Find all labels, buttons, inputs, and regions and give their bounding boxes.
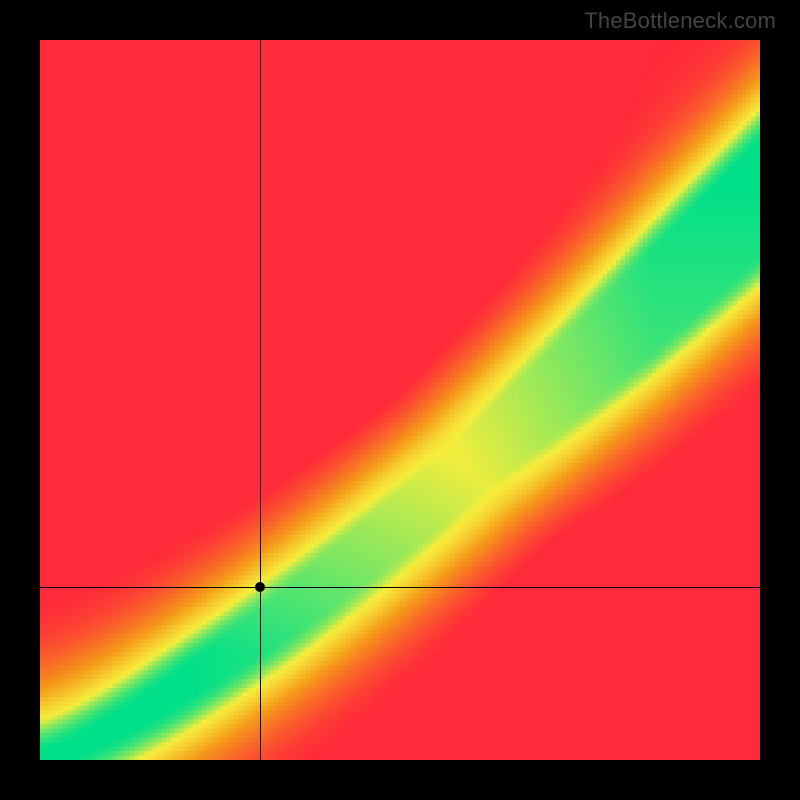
watermark-text: TheBottleneck.com: [584, 8, 776, 34]
crosshair-horizontal: [40, 587, 760, 588]
marker-dot: [255, 582, 265, 592]
crosshair-vertical: [260, 40, 261, 760]
heatmap-plot: [40, 40, 760, 760]
heatmap-canvas: [40, 40, 760, 760]
